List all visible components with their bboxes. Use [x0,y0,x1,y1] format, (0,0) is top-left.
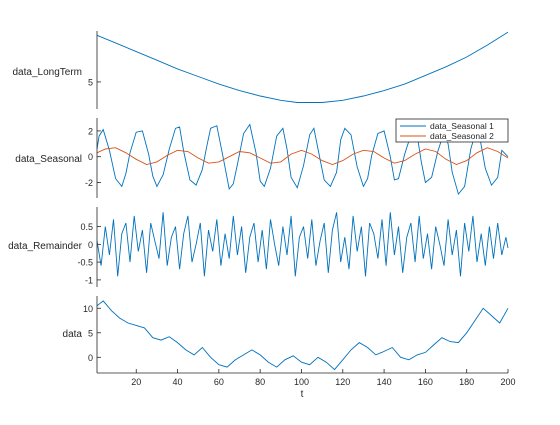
y-tick-label: 2 [88,126,93,136]
series-line-1-1 [96,31,509,103]
x-tick-label: 160 [418,377,433,387]
x-tick-label: 200 [500,377,515,387]
x-tick-label: 140 [377,377,392,387]
y-tick-label: 10 [83,304,93,314]
y-axis-label: data_Remainder [8,241,83,252]
y-tick-label: 5 [88,77,93,87]
x-axis-label: t [301,389,304,400]
panel-2: 2 0 -2 data_Seasonal data_Seasonal 1data_Sea… [15,118,509,198]
y-axis-label: data_Seasonal [15,154,82,165]
x-tick-label: 60 [214,377,224,387]
legend-label-2: data_Seasonal 2 [430,131,494,141]
x-tick-label: 40 [173,377,183,387]
series-line-2-2 [96,147,509,165]
x-tick-label: 120 [335,377,350,387]
y-tick-label: -0.5 [77,258,93,268]
y-tick-label: 0.5 [80,222,93,232]
y-tick-label: 0 [88,152,93,162]
x-tick-label: 180 [459,377,474,387]
y-axis-label: data [63,329,83,340]
x-tick-label: 100 [294,377,309,387]
panel-3: 0.5 0 -0.5 -1 data_Remainder [8,207,509,287]
x-axis: 20 40 60 80 100 120 140 160 180 200 [97,369,516,387]
y-tick-label: -2 [85,178,93,188]
panel-4: 10 5 0 data [63,296,509,373]
y-tick-label: 0 [88,240,93,250]
series-line-2-1 [96,123,509,196]
y-tick-label: 0 [88,353,93,363]
y-tick-label: -1 [85,275,93,285]
x-tick-label: 80 [255,377,265,387]
panel-1: 5 data_LongTerm [13,31,509,109]
series-line-3-1 [96,212,509,277]
x-tick-label: 20 [131,377,141,387]
y-tick-label: 5 [88,328,93,338]
legend-label-1: data_Seasonal 1 [430,121,494,131]
y-axis-label: data_LongTerm [13,67,83,78]
series-line-4-1 [96,300,509,371]
